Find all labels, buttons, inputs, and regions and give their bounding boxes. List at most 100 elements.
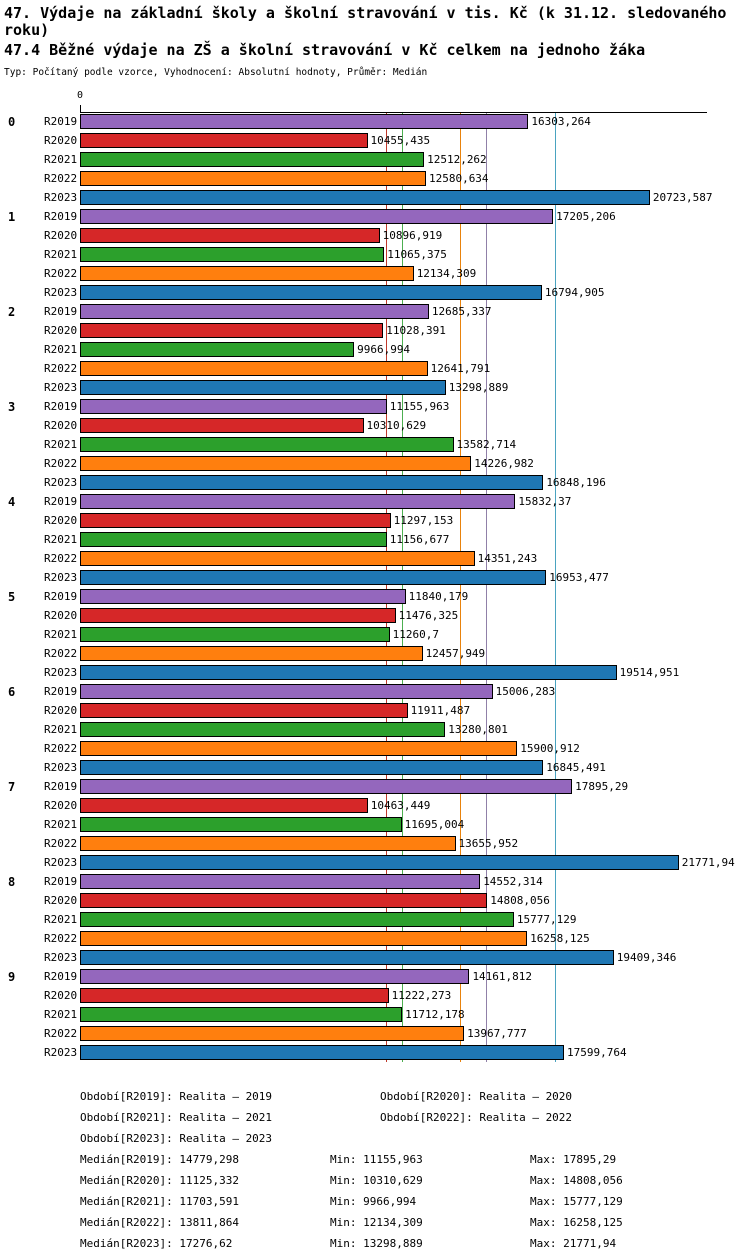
value-label: 16794,905	[544, 286, 605, 299]
bar-row: R2020 14808,056	[0, 891, 750, 910]
chart-meta: Typ: Počítaný podle vzorce, Vyhodnocení:…	[4, 67, 428, 78]
legend-entry-R2022: Období[R2022]: Realita – 2022	[380, 1111, 573, 1124]
bar-track: 13655,952	[80, 834, 750, 853]
bar-row: R2022 12457,949	[0, 644, 750, 663]
bar-row: 0 R2019 16303,264	[0, 112, 750, 131]
value-label: 12685,337	[431, 305, 492, 318]
bar-track: 11260,7	[80, 625, 750, 644]
bar-track: 13280,801	[80, 720, 750, 739]
value-label: 15832,37	[518, 495, 572, 508]
bar-R2019	[80, 589, 406, 604]
bar-R2021	[80, 247, 385, 262]
bar-R2019	[80, 209, 554, 224]
bar-row: R2023 16845,491	[0, 758, 750, 777]
median-line-R2020	[385, 112, 387, 1062]
bar-track: 17599,764	[80, 1043, 750, 1062]
value-label: 20723,587	[652, 191, 713, 204]
series-label: R2020	[44, 134, 78, 147]
bar-row: 9 R2019 14161,812	[0, 967, 750, 986]
bar-row: R2022 14226,982	[0, 454, 750, 473]
series-label: R2022	[44, 267, 78, 280]
bar-track: 14552,314	[80, 872, 750, 891]
bar-track: 12457,949	[80, 644, 750, 663]
bar-row: R2020 10463,449	[0, 796, 750, 815]
series-label: R2020	[44, 609, 78, 622]
series-label: R2023	[44, 381, 78, 394]
series-label: R2023	[44, 761, 78, 774]
median-stat-R2022: Medián[R2022]: 13811,864	[80, 1216, 239, 1229]
legend-entry-R2021: Období[R2021]: Realita – 2021	[80, 1111, 273, 1124]
bar-track: 14808,056	[80, 891, 750, 910]
value-label: 12134,309	[416, 267, 477, 280]
bar-track: 13298,889	[80, 378, 750, 397]
bar-track: 14351,243	[80, 549, 750, 568]
group-label: 0	[8, 114, 16, 129]
bar-row: R2023 21771,94	[0, 853, 750, 872]
value-label: 13582,714	[456, 438, 517, 451]
min-stat-R2019: Min: 11155,963	[330, 1153, 423, 1166]
bar-R2021	[80, 532, 387, 547]
value-label: 17205,206	[556, 210, 616, 223]
bar-R2020	[80, 893, 488, 908]
series-label: R2021	[44, 343, 78, 356]
value-label: 14351,243	[477, 552, 538, 565]
value-label: 11156,677	[389, 533, 450, 546]
bar-track: 17205,206	[80, 207, 750, 226]
value-label: 16953,477	[549, 571, 609, 584]
group-label: 2	[8, 304, 16, 319]
bar-track: 20723,587	[80, 188, 750, 207]
min-stat-R2023: Min: 13298,889	[330, 1237, 423, 1250]
axis-line	[80, 112, 707, 113]
series-label: R2023	[44, 191, 78, 204]
series-label: R2022	[44, 837, 78, 850]
bar-track: 10310,629	[80, 416, 750, 435]
bar-track: 10455,435	[80, 131, 750, 150]
series-label: R2019	[44, 970, 78, 983]
value-label: 11476,325	[398, 609, 459, 622]
value-label: 11155,963	[389, 400, 450, 413]
bar-R2022	[80, 931, 528, 946]
bar-R2019	[80, 304, 429, 319]
median-line-R2022	[459, 112, 461, 1062]
bar-row: R2021 11695,004	[0, 815, 750, 834]
series-label: R2021	[44, 438, 78, 451]
value-label: 11065,375	[387, 248, 447, 261]
bar-track: 19409,346	[80, 948, 750, 967]
value-label: 16845,491	[546, 761, 606, 774]
value-label: 11260,7	[392, 628, 440, 641]
value-label: 16848,196	[546, 476, 606, 489]
bar-track: 12512,262	[80, 150, 750, 169]
bar-R2020	[80, 513, 391, 528]
value-label: 14808,056	[490, 894, 550, 907]
bar-row: R2022 14351,243	[0, 549, 750, 568]
value-label: 9966,994	[357, 343, 411, 356]
bar-track: 15006,283	[80, 682, 750, 701]
bar-track: 11028,391	[80, 321, 750, 340]
bar-track: 16794,905	[80, 283, 750, 302]
bar-row: R2023 13298,889	[0, 378, 750, 397]
bar-track: 11156,677	[80, 530, 750, 549]
stats-row: Medián[R2023]: 17276,62 Min: 13298,889 Max…	[0, 1233, 750, 1254]
legend-row: Období[R2019]: Realita – 2019 Období[R202…	[0, 1086, 750, 1107]
stats-row: Medián[R2021]: 11703,591 Min: 9966,994 Max…	[0, 1191, 750, 1212]
bar-row: 4 R2019 15832,37	[0, 492, 750, 511]
bar-row: R2021 13280,801	[0, 720, 750, 739]
series-label: R2021	[44, 723, 78, 736]
series-label: R2022	[44, 552, 78, 565]
bar-R2022	[80, 836, 456, 851]
value-label: 19409,346	[616, 951, 677, 964]
bar-R2023	[80, 1045, 564, 1060]
max-stat-R2020: Max: 14808,056	[530, 1174, 623, 1187]
group-label: 1	[8, 209, 16, 224]
bar-track: 10896,919	[80, 226, 750, 245]
bar-track: 16953,477	[80, 568, 750, 587]
series-label: R2020	[44, 704, 78, 717]
bar-track: 16848,196	[80, 473, 750, 492]
chart-footer: Období[R2019]: Realita – 2019 Období[R202…	[0, 1086, 750, 1254]
value-label: 12641,791	[430, 362, 491, 375]
bar-R2020	[80, 133, 368, 148]
bar-row: R2021 13582,714	[0, 435, 750, 454]
bar-row: 6 R2019 15006,283	[0, 682, 750, 701]
series-label: R2019	[44, 305, 78, 318]
